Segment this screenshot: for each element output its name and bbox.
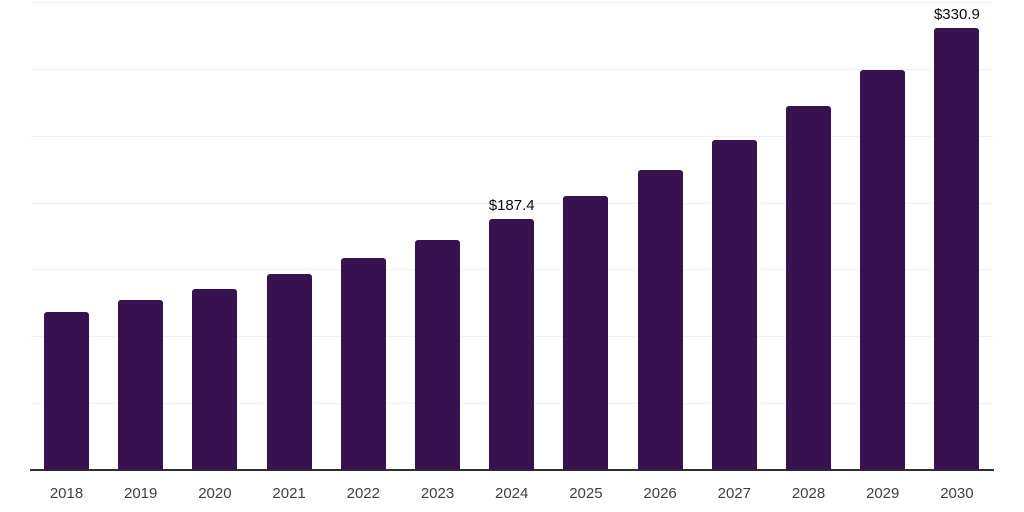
x-tick-label-2026: 2026 xyxy=(643,485,677,502)
bar-2020 xyxy=(192,288,238,470)
x-tick-label-2020: 2020 xyxy=(198,485,232,502)
bar-2018 xyxy=(44,311,89,470)
bar-2030 xyxy=(934,27,980,470)
bar-2022 xyxy=(340,258,386,470)
x-axis-line xyxy=(30,469,994,471)
x-tick-label-2021: 2021 xyxy=(272,485,306,502)
bar-2024 xyxy=(489,219,535,470)
data-label-2024: $187.4 xyxy=(488,197,535,215)
x-tick-label-2028: 2028 xyxy=(791,485,826,502)
x-tick-label-2025: 2025 xyxy=(569,485,603,502)
bar-2025 xyxy=(563,196,609,470)
bar-2023 xyxy=(415,240,460,470)
bar-2028 xyxy=(786,106,831,470)
bar-2021 xyxy=(266,273,312,470)
x-tick-label-2023: 2023 xyxy=(420,485,455,502)
x-tick-label-2027: 2027 xyxy=(717,485,751,502)
x-tick-label-2019: 2019 xyxy=(124,485,158,502)
gridline-300 xyxy=(30,68,994,70)
gridline-250 xyxy=(30,135,994,137)
x-tick-label-2018: 2018 xyxy=(49,485,84,502)
gridline-350 xyxy=(30,2,994,3)
bar-2029 xyxy=(860,69,906,470)
x-tick-label-2029: 2029 xyxy=(866,485,900,502)
x-tick-label-2030: 2030 xyxy=(940,485,974,502)
data-label-2030: $330.9 xyxy=(933,5,980,23)
bar-2027 xyxy=(711,139,757,470)
plot-area: $187.4 $330.9 xyxy=(30,2,994,471)
gridline-200 xyxy=(30,202,994,204)
x-tick-label-2022: 2022 xyxy=(346,485,380,502)
bar-2026 xyxy=(637,169,683,470)
bar-2019 xyxy=(118,300,164,470)
x-tick-label-2024: 2024 xyxy=(495,485,529,502)
